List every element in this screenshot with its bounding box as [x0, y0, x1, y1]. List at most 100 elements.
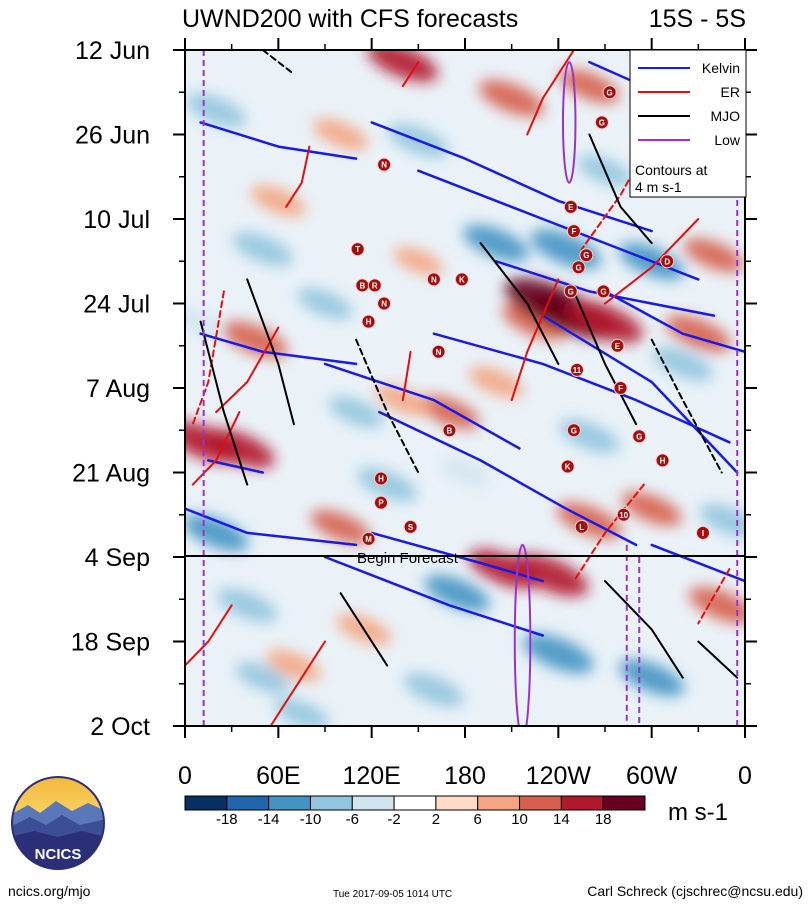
mjo-contour	[355, 338, 420, 474]
storm-marker	[374, 471, 388, 486]
anomaly-blob	[502, 303, 568, 341]
anomaly-blob	[232, 232, 293, 267]
storm-label: G	[600, 287, 606, 296]
storm-marker	[571, 260, 586, 275]
anomaly-blob	[652, 346, 713, 381]
legend-label: MJO	[710, 108, 740, 124]
colorbar-unit: m s-1	[668, 799, 728, 826]
storm-label: H	[660, 456, 666, 465]
storm-label: G	[583, 251, 589, 260]
er-contour	[510, 278, 560, 402]
y-tick-label: 7 Aug	[86, 375, 150, 403]
storm-marker	[613, 381, 628, 395]
x-tick-label: 120W	[526, 762, 592, 790]
storm-marker	[655, 453, 670, 468]
er-contour	[285, 145, 311, 208]
anomaly-blob	[313, 118, 368, 151]
storm-label: E	[615, 342, 621, 351]
ncics-logo: NCICS	[11, 776, 105, 870]
storm-label: 11	[573, 366, 582, 375]
legend-label: Low	[714, 132, 741, 148]
storm-label: P	[378, 499, 384, 508]
mjo-contour	[246, 278, 295, 426]
kelvin-contour	[432, 332, 731, 444]
storm-marker	[616, 507, 631, 522]
x-tick-label: 0	[738, 762, 752, 790]
storm-marker	[696, 525, 710, 540]
storm-marker	[563, 284, 578, 299]
colorbar-swatch	[351, 795, 395, 811]
forecast-label: Begin Forecast	[357, 550, 459, 567]
storm-marker	[431, 344, 446, 359]
colorbar-swatch	[268, 795, 311, 811]
mjo-contour	[479, 242, 560, 365]
kelvin-contour	[541, 314, 739, 474]
anomaly-blob	[440, 458, 490, 487]
axes: 12 Jun 26 Jun 10 Jul 24 Jul 7 Aug 21 Aug 4 Sep…	[71, 37, 757, 790]
anomaly-blob	[328, 396, 384, 428]
colorbar-tick-label: -10	[300, 811, 322, 828]
y-tick-label: 26 Jun	[75, 122, 150, 150]
x-tick-label: 60W	[626, 762, 678, 790]
colorbar-tick-label: 14	[553, 811, 570, 828]
storm-label: F	[571, 227, 576, 236]
anomaly-blob	[512, 553, 589, 597]
colorbar-tick-label: 2	[432, 811, 440, 828]
storm-marker	[563, 199, 578, 214]
colorbar-swatch	[435, 795, 479, 811]
storm-label: H	[378, 475, 384, 484]
colorbar-tick-label: 6	[474, 811, 482, 828]
er-contour	[401, 350, 412, 402]
storm-label: L	[579, 523, 584, 532]
anomaly-blob	[463, 224, 529, 262]
mjo-contour	[572, 290, 638, 426]
kelvin-contour	[650, 543, 745, 583]
footer-left: ncics.org/mjo	[8, 883, 91, 899]
anomaly-blob	[621, 491, 682, 526]
storm-marker	[367, 278, 382, 293]
storm-label: F	[618, 384, 623, 393]
er-contour	[526, 50, 575, 136]
anomaly-blob	[186, 93, 247, 128]
storm-label: K	[565, 462, 571, 471]
storm-label: N	[381, 300, 387, 309]
er-contour	[191, 411, 241, 486]
storm-label: G	[571, 426, 577, 435]
storm-marker	[361, 314, 376, 329]
mjo-contour	[588, 133, 653, 245]
storm-label: 10	[619, 511, 628, 520]
storm-marker	[566, 224, 581, 239]
kelvin-contour	[370, 531, 545, 583]
er-contour	[269, 640, 326, 726]
storm-marker	[602, 85, 617, 100]
anomaly-blob	[357, 467, 418, 502]
storm-label: N	[381, 161, 387, 170]
storm-marker	[426, 272, 441, 287]
storm-label: M	[365, 535, 372, 544]
y-tick-label: 10 Jul	[83, 206, 150, 234]
storm-marker	[454, 272, 469, 287]
anomaly-blob	[683, 238, 744, 273]
er-contour	[185, 604, 233, 667]
storm-marker	[403, 519, 418, 534]
storm-marker	[594, 115, 609, 130]
anomaly-blob	[419, 395, 480, 430]
kelvin-contour	[199, 121, 358, 160]
y-tick-label: 21 Aug	[72, 460, 150, 488]
legend-label: Kelvin	[702, 60, 740, 76]
anomaly-blob	[217, 588, 278, 623]
colorbar-tick-label: -6	[346, 811, 359, 828]
storm-marker	[374, 495, 388, 510]
x-tick-label: 120E	[342, 762, 400, 790]
colorbar-tick-label: -14	[258, 811, 280, 828]
storm-marker	[632, 429, 647, 444]
colorbar: -18 -14 -10 -6 -2 2 6 10 14 18	[184, 795, 646, 828]
chart-title: UWND200 with CFS forecasts	[182, 5, 518, 33]
storm-label: G	[636, 432, 642, 441]
low-contour	[513, 543, 532, 726]
storm-label: G	[575, 263, 581, 272]
storm-marker	[574, 519, 589, 534]
colorbar-swatch	[226, 795, 270, 811]
anomaly-blob	[204, 428, 275, 469]
